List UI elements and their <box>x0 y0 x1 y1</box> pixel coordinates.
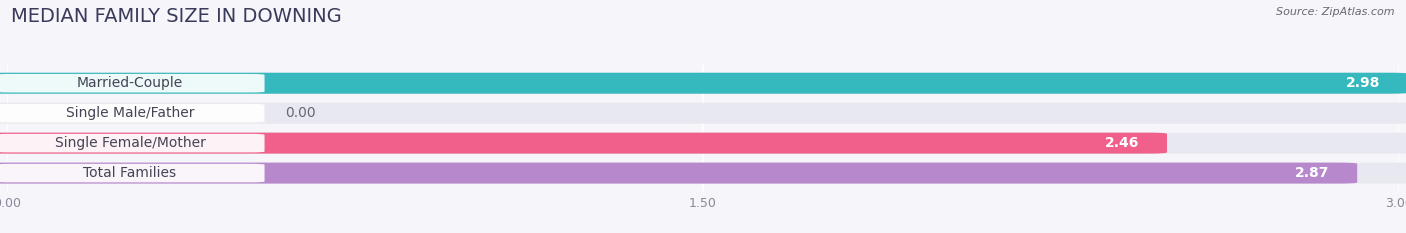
Text: Source: ZipAtlas.com: Source: ZipAtlas.com <box>1277 7 1395 17</box>
Text: MEDIAN FAMILY SIZE IN DOWNING: MEDIAN FAMILY SIZE IN DOWNING <box>11 7 342 26</box>
Text: 2.98: 2.98 <box>1346 76 1381 90</box>
FancyBboxPatch shape <box>0 103 1406 124</box>
FancyBboxPatch shape <box>0 74 264 93</box>
FancyBboxPatch shape <box>0 133 1167 154</box>
FancyBboxPatch shape <box>0 73 1406 94</box>
Text: 2.87: 2.87 <box>1295 166 1330 180</box>
FancyBboxPatch shape <box>0 73 1406 94</box>
FancyBboxPatch shape <box>0 164 264 182</box>
FancyBboxPatch shape <box>0 104 264 123</box>
FancyBboxPatch shape <box>0 163 1406 184</box>
Text: Single Male/Father: Single Male/Father <box>66 106 194 120</box>
FancyBboxPatch shape <box>0 134 264 152</box>
FancyBboxPatch shape <box>0 133 1406 154</box>
Text: 2.46: 2.46 <box>1105 136 1139 150</box>
Text: Married-Couple: Married-Couple <box>77 76 183 90</box>
Text: Total Families: Total Families <box>83 166 177 180</box>
Text: 0.00: 0.00 <box>285 106 316 120</box>
FancyBboxPatch shape <box>0 163 1357 184</box>
Text: Single Female/Mother: Single Female/Mother <box>55 136 205 150</box>
